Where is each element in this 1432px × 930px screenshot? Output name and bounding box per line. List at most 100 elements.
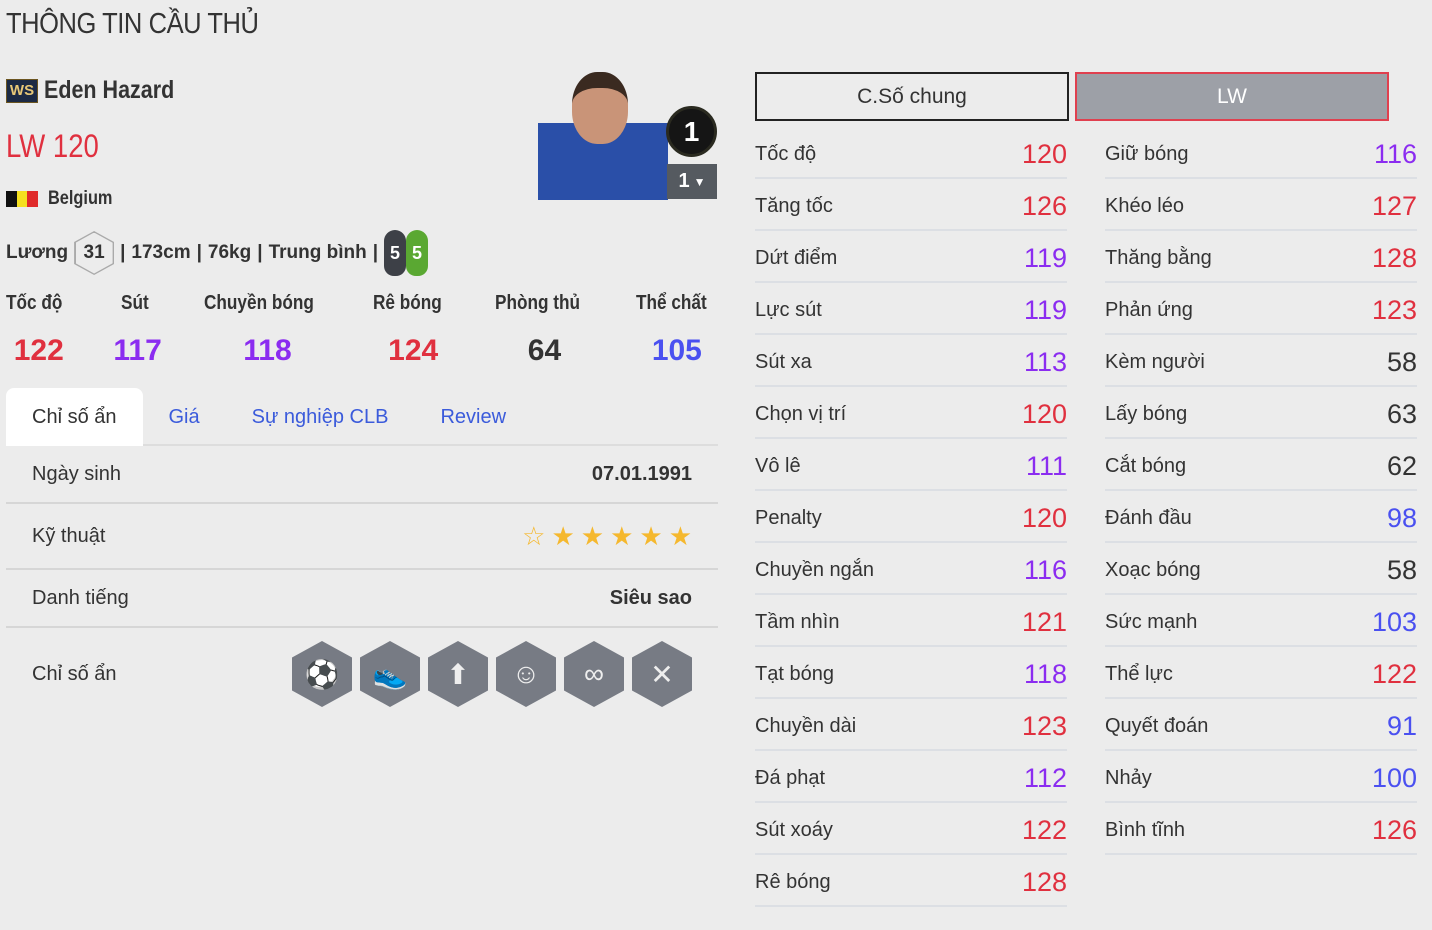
stat-label: Dứt điểm [755, 246, 838, 269]
stat-value: 63 [1386, 398, 1417, 429]
stat-label: Tạt bóng [755, 662, 834, 685]
stat-row: Lấy bóng 63 [1105, 387, 1417, 439]
sep: | [196, 242, 202, 263]
stat-label: Tốc độ [755, 142, 817, 165]
summary-value: 117 [113, 334, 162, 367]
stat-row: Giữ bóng 116 [1105, 127, 1417, 179]
stat-label: Chuyền ngắn [755, 558, 874, 581]
summary-label: Thể chất [635, 292, 707, 314]
stat-value: 58 [1386, 346, 1417, 377]
level-value: 1 [678, 170, 690, 192]
stat-row: Chọn vị trí 120 [755, 387, 1067, 439]
long-shot-icon[interactable]: ✕ [632, 641, 692, 707]
stat-value: 120 [1021, 502, 1067, 533]
birth-row: Ngày sinh 07.01.1991 [6, 446, 718, 504]
stat-row: Penalty 120 [755, 491, 1067, 543]
stat-row: Sút xa 113 [755, 335, 1067, 387]
stat-row: Kèm người 58 [1105, 335, 1417, 387]
stat-label: Sút xoáy [755, 818, 833, 841]
stat-value: 103 [1371, 606, 1417, 637]
stat-row: Lực sút 119 [755, 283, 1067, 335]
stat-value: 98 [1386, 502, 1417, 533]
stat-value: 121 [1021, 606, 1067, 637]
selfish-icon[interactable]: ☺ [496, 641, 556, 707]
stats-left-column: Tốc độ 120 Tăng tốc 126 Dứt điểm 119 Lực sút 11… [755, 127, 1067, 907]
stat-row: Cắt bóng 62 [1105, 439, 1417, 491]
star-filled-icon: ★ [551, 520, 575, 551]
position-rating: LW 120 [6, 128, 99, 165]
summary-value: 118 [243, 334, 292, 367]
tab-price[interactable]: Giá [168, 405, 200, 428]
stat-label: Cắt bóng [1105, 454, 1187, 477]
stat-value: 126 [1371, 814, 1417, 845]
level-dropdown[interactable]: 1 ▼ [667, 164, 717, 199]
stat-value: 120 [1021, 138, 1067, 169]
summary-value: 105 [651, 334, 702, 367]
stat-label: Kèm người [1105, 350, 1205, 373]
speed-dribbler-icon[interactable]: ∞ [564, 641, 624, 707]
position: LW [6, 128, 46, 164]
stat-row: Quyết đoán 91 [1105, 699, 1417, 751]
tab-hidden-stats[interactable]: Chỉ số ẩn [6, 388, 143, 446]
star-filled-icon: ★ [610, 520, 634, 551]
stat-label: Thăng bằng [1105, 246, 1212, 269]
stat-label: Đánh đầu [1105, 506, 1192, 529]
star-filled-icon: ★ [580, 520, 605, 551]
stat-value: 118 [1023, 658, 1067, 689]
info-tabs: Chỉ số ẩn Giá Sự nghiệp CLB Review [6, 388, 718, 446]
player-name: Eden Hazard [44, 76, 175, 104]
birth-value: 07.01.1991 [591, 462, 692, 485]
stat-value: 123 [1371, 294, 1417, 325]
stat-value: 126 [1021, 190, 1067, 221]
stat-value: 119 [1023, 294, 1067, 325]
stat-label: Thể lực [1105, 662, 1173, 685]
star-empty-icon: ☆ [522, 520, 546, 551]
nation: Belgium [6, 188, 123, 210]
power-header-icon[interactable]: ⬆ [428, 641, 488, 707]
stat-label: Bình tĩnh [1105, 818, 1186, 841]
player-face [572, 72, 628, 144]
skill-label: Kỹ thuật [32, 524, 106, 547]
star-filled-icon: ★ [639, 520, 663, 551]
belgium-flag-icon [6, 191, 39, 207]
ovr: 120 [52, 128, 99, 164]
stat-row: Thể lực 122 [1105, 647, 1417, 699]
summary-label: Sút [121, 292, 150, 314]
stat-row: Tầm nhìn 121 [755, 595, 1067, 647]
stat-value: 122 [1371, 658, 1417, 689]
general-stats-button[interactable]: C.Số chung [755, 72, 1069, 121]
height: 173cm [131, 242, 191, 263]
tab-review[interactable]: Review [440, 405, 507, 428]
finesse-shot-icon[interactable]: ⚽ [292, 641, 352, 707]
season-badge-icon: WS [6, 78, 38, 103]
nation-name: Belgium [48, 188, 113, 209]
stat-label: Lấy bóng [1105, 402, 1188, 425]
page-title: THÔNG TIN CẦU THỦ [6, 8, 259, 40]
upgrade-grade-badge[interactable]: 1 [666, 106, 717, 157]
stat-label: Xoạc bóng [1105, 558, 1201, 581]
reputation-row: Danh tiếng Siêu sao [6, 570, 718, 628]
stat-row: Vô lê 111 [755, 439, 1067, 491]
summary-value: 64 [527, 334, 562, 367]
stat-row: Tạt bóng 118 [755, 647, 1067, 699]
stat-label: Chuyền dài [755, 714, 857, 737]
stat-value: 62 [1386, 450, 1417, 481]
stat-value: 120 [1021, 398, 1067, 429]
weight: 76kg [207, 242, 252, 263]
summary-stat: Chuyền bóng 118 [204, 292, 332, 368]
stat-value: 111 [1025, 450, 1067, 481]
star-filled-icon: ★ [668, 520, 692, 551]
stat-label: Giữ bóng [1105, 142, 1189, 165]
tab-club-career[interactable]: Sự nghiệp CLB [251, 405, 389, 428]
skill-stars: ☆ ★ ★ ★ ★ ★ [516, 521, 692, 552]
reputation-label: Danh tiếng [32, 586, 129, 609]
player-info: Lương 31 | 173cm | 76kg | Trung bình | 5 5 [6, 230, 429, 276]
sep: | [257, 242, 263, 263]
stat-label: Chọn vị trí [755, 402, 847, 425]
position-stats-button[interactable]: LW [1075, 72, 1389, 121]
stat-row: Khéo léo 127 [1105, 179, 1417, 231]
stat-label: Tăng tốc [755, 194, 833, 217]
stat-row: Chuyền dài 123 [755, 699, 1067, 751]
stat-value: 123 [1021, 710, 1067, 741]
flair-icon[interactable]: 👟 [360, 641, 420, 707]
